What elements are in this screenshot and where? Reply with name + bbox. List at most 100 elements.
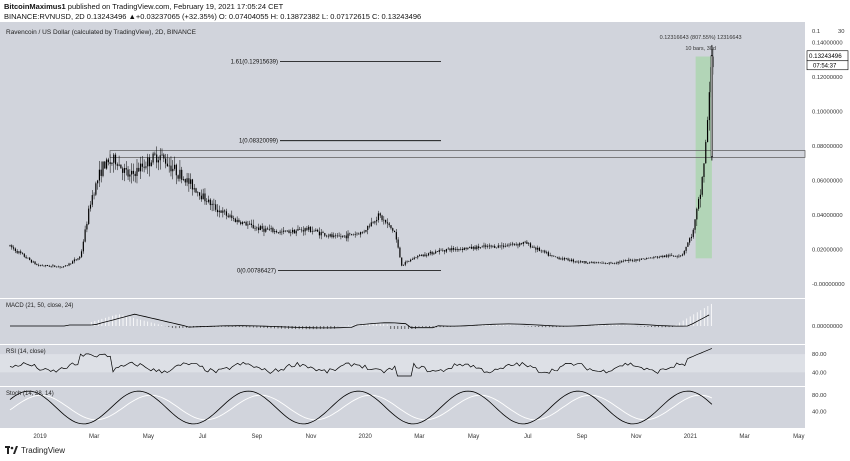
candle-body [89, 204, 92, 209]
candle-body [662, 255, 664, 258]
candle-body [524, 241, 526, 243]
author-name[interactable]: BitcoinMaximus1 [4, 2, 66, 11]
price-tick-label: 0.06000000 [812, 179, 843, 185]
candle-body [393, 230, 396, 233]
candle-body [560, 258, 562, 260]
candle-body [669, 255, 671, 256]
chart-svg[interactable]: 0.12316643 (807.55%) 12316643 10 bars, 30… [0, 22, 850, 443]
candle-body [672, 255, 675, 257]
candle-body [370, 222, 372, 227]
candle-body [538, 247, 541, 251]
candle-body [272, 228, 274, 232]
candle-body [297, 229, 299, 231]
candle-body [442, 250, 444, 251]
candle-body [36, 264, 38, 265]
candle-body [11, 245, 13, 248]
candle-body [159, 155, 161, 161]
candle-body [429, 251, 431, 254]
candle-body [213, 203, 215, 205]
time-tick-label: Jul [524, 434, 532, 440]
candle-body [141, 163, 143, 167]
time-tick-label: May [793, 434, 804, 440]
time-tick-label: Jul [199, 434, 207, 440]
candle-body [118, 164, 120, 166]
candle-body [98, 169, 101, 181]
time-tick-label: 2021 [684, 434, 698, 440]
candle-body [265, 228, 267, 232]
price-tick-label: 0.04000000 [812, 213, 843, 219]
candle-body [510, 244, 512, 246]
candle-body [422, 254, 424, 257]
candle-body [388, 223, 390, 226]
candle-body [506, 245, 508, 247]
candle-body [708, 92, 710, 121]
candle-body [681, 254, 684, 256]
candle-body [615, 262, 617, 264]
price-tick-label: 0.12000000 [812, 75, 843, 81]
candle-body [88, 208, 90, 224]
candle-body [34, 261, 36, 265]
candle-body [410, 259, 412, 262]
candle-body [404, 262, 406, 265]
candle-body [188, 178, 190, 184]
candle-body [9, 245, 11, 247]
fib-label: 1(0.08320099) [239, 139, 278, 145]
candle-body [72, 261, 74, 264]
tradingview-logo[interactable]: TradingView [5, 446, 65, 455]
candle-body [288, 230, 290, 233]
candle-body [156, 154, 158, 163]
candle-body [456, 248, 458, 250]
candle-body [104, 161, 106, 169]
candle-body [485, 245, 487, 247]
candle-body [701, 177, 703, 195]
candle-body [268, 229, 270, 230]
candle-body [585, 261, 587, 264]
candle-body [418, 255, 421, 256]
time-axis-bg[interactable] [0, 428, 850, 443]
candle-body [461, 248, 464, 250]
candle-body [311, 231, 313, 232]
candle-body [309, 226, 312, 232]
candle-body [565, 258, 567, 259]
candle-body [249, 223, 251, 225]
candle-body [327, 235, 329, 237]
candle-body [503, 245, 505, 247]
chart-area[interactable]: 0.12316643 (807.55%) 12316643 10 bars, 30… [0, 22, 850, 443]
candle-body [553, 255, 555, 257]
price-tick-label: -0.00000000 [812, 282, 845, 288]
candle-body [465, 247, 467, 249]
candle-body [411, 259, 414, 260]
candle-body [207, 199, 210, 202]
candle-body [683, 250, 685, 255]
candle-body [80, 251, 83, 257]
candle-body [102, 161, 104, 176]
candle-body [116, 164, 118, 166]
candle-body [401, 257, 403, 266]
candle-body [705, 142, 707, 164]
candle-body [579, 261, 582, 263]
candle-body [150, 162, 152, 167]
candle-body [197, 192, 199, 193]
resistance-zone [109, 150, 806, 158]
candle-body [14, 248, 16, 251]
candle-body [325, 235, 328, 237]
candle-body [653, 256, 655, 258]
candle-body [277, 232, 279, 233]
candle-body [665, 255, 668, 257]
time-tick-label: Sep [577, 434, 588, 440]
price-axis-bg[interactable] [805, 22, 850, 428]
candle-body [55, 266, 58, 268]
candle-body [551, 255, 553, 256]
candle-body [304, 228, 306, 232]
measure-label-1: 0.12316643 (807.55%) 12316643 [660, 35, 742, 41]
main-pane-bg [0, 22, 805, 298]
countdown-box [806, 60, 849, 71]
candle-body [182, 179, 185, 180]
candle-body [674, 256, 676, 257]
candle-body [68, 263, 70, 266]
candle-body [354, 234, 356, 235]
candle-body [689, 238, 691, 243]
candle-body [490, 245, 492, 247]
candle-body [23, 253, 25, 257]
candle-body [640, 258, 642, 260]
